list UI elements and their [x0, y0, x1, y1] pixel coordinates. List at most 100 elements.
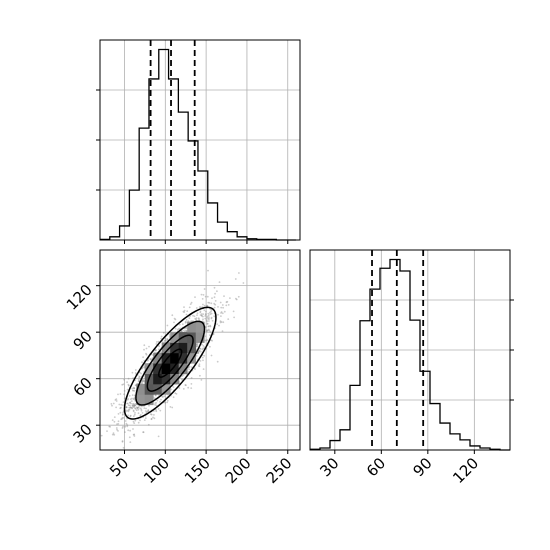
scatter-point — [198, 365, 201, 368]
histogram-bar — [390, 260, 400, 450]
scatter-point — [134, 384, 137, 386]
scatter-point — [172, 386, 175, 388]
scatter-point — [180, 330, 183, 332]
marginal-histogram-param-1 — [96, 39, 301, 244]
scatter-point — [190, 301, 193, 304]
contour-line — [158, 348, 183, 378]
x-tick-label: 30 — [316, 454, 342, 480]
scatter-point — [237, 295, 240, 298]
scatter-point — [131, 371, 134, 374]
scatter-point — [115, 406, 117, 409]
scatter-point — [109, 425, 111, 428]
scatter-point — [142, 379, 144, 381]
scatter-point — [158, 345, 161, 348]
scatter-point — [110, 403, 113, 405]
scatter-point — [222, 321, 225, 324]
scatter-point — [120, 403, 123, 406]
scatter-point — [100, 434, 103, 437]
scatter-point — [123, 390, 126, 392]
density-cell — [153, 352, 163, 364]
histogram-bar — [440, 423, 450, 450]
scatter-point — [117, 420, 120, 423]
scatter-point — [127, 383, 130, 386]
scatter-point — [221, 304, 224, 306]
scatter-point — [159, 400, 161, 403]
scatter-point — [127, 429, 130, 432]
scatter-point — [207, 312, 210, 315]
scatter-point — [174, 392, 177, 395]
scatter-point — [131, 387, 134, 390]
scatter-point — [130, 402, 132, 405]
density-cell — [161, 352, 171, 364]
scatter-point — [195, 345, 198, 348]
scatter-point — [148, 345, 150, 348]
scatter-point — [203, 288, 206, 290]
scatter-point — [217, 313, 219, 316]
scatter-point — [233, 316, 236, 319]
density-cell — [187, 332, 197, 343]
scatter-point — [232, 310, 235, 313]
scatter-point — [123, 397, 126, 400]
histogram-bar — [120, 226, 130, 240]
scatter-point — [137, 408, 140, 411]
scatter-point — [118, 403, 121, 406]
scatter-point — [144, 417, 147, 419]
scatter-point — [207, 328, 210, 331]
scatter-point — [153, 417, 156, 420]
scatter-point — [199, 310, 202, 313]
scatter-point — [207, 314, 210, 317]
scatter-point — [202, 315, 204, 318]
marginal-histogram-param-2: 30 60 90 120 — [309, 249, 514, 487]
scatter-point — [127, 397, 129, 400]
scatter-point — [166, 401, 169, 404]
scatter-point — [206, 329, 208, 332]
scatter-point — [203, 304, 206, 307]
scatter-point — [126, 388, 129, 391]
histogram-bar — [360, 321, 370, 450]
x-tick-label: 90 — [409, 454, 435, 480]
scatter-point — [157, 435, 160, 438]
scatter-point — [123, 378, 125, 381]
scatter-point — [185, 330, 188, 332]
scatter-point — [146, 410, 149, 413]
scatter-point — [111, 433, 114, 436]
density-cell — [170, 332, 180, 343]
scatter-point — [127, 377, 130, 380]
scatter-point — [208, 302, 211, 304]
scatter-point — [132, 389, 135, 392]
scatter-point — [166, 338, 169, 341]
scatter-point — [197, 350, 200, 353]
scatter-point — [147, 409, 150, 411]
scatter-point — [188, 368, 191, 371]
scatter-point — [125, 406, 128, 409]
x-tick-label: 50 — [106, 454, 132, 480]
scatter-point — [150, 413, 153, 416]
x-tick-label: 60 — [363, 454, 389, 480]
scatter-point — [160, 398, 162, 401]
scatter-point — [161, 396, 164, 398]
scatter-point — [170, 388, 173, 391]
histogram-bar — [129, 190, 139, 240]
scatter-point — [141, 405, 143, 408]
scatter-point — [198, 350, 200, 352]
scatter-point — [206, 315, 209, 318]
scatter-point — [115, 398, 118, 400]
scatter-point — [132, 404, 135, 407]
scatter-point — [138, 405, 141, 407]
scatter-point — [132, 415, 135, 418]
scatter-point — [115, 400, 118, 402]
scatter-point — [205, 310, 207, 313]
scatter-point — [185, 326, 188, 329]
x-tick-label: 200 — [222, 454, 255, 487]
scatter-point — [226, 300, 229, 303]
histogram-bar — [169, 79, 179, 240]
scatter-point — [133, 433, 136, 436]
scatter-point — [199, 314, 202, 316]
scatter-point — [185, 329, 187, 332]
scatter-point — [198, 349, 201, 352]
scatter-point — [147, 359, 149, 362]
scatter-point — [142, 431, 145, 433]
density-cell — [170, 352, 180, 364]
contour-lines — [123, 306, 217, 420]
density-cell — [153, 363, 163, 374]
